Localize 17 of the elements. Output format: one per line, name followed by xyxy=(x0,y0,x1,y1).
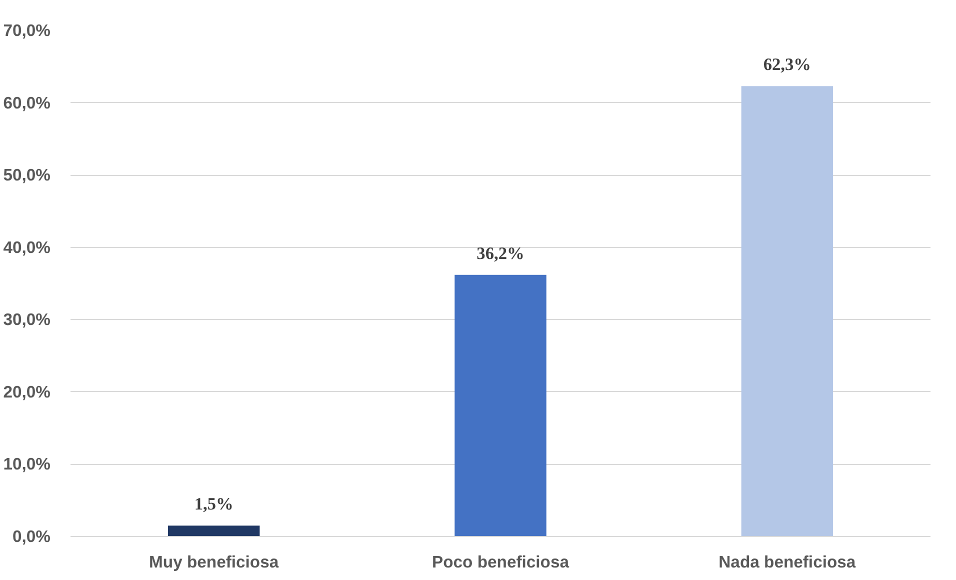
data-label: 36,2% xyxy=(476,244,524,263)
bar xyxy=(454,274,546,536)
x-tick-label: Poco beneficiosa xyxy=(432,552,570,572)
x-tick-label: Nada beneficiosa xyxy=(718,552,856,572)
data-label: 1,5% xyxy=(194,494,234,514)
y-tick-label: 0,0% xyxy=(12,527,51,546)
y-tick-label: 20,0% xyxy=(3,382,51,402)
y-tick-label: 50,0% xyxy=(3,166,51,185)
y-tick-label: 30,0% xyxy=(3,310,51,330)
bar xyxy=(741,86,834,536)
y-tick-label: 70,0% xyxy=(3,21,51,40)
data-label: 62,3% xyxy=(763,55,811,74)
y-tick-label: 40,0% xyxy=(3,238,51,257)
x-tick-label: Muy beneficiosa xyxy=(149,552,280,572)
bar xyxy=(168,526,260,536)
y-tick-label: 60,0% xyxy=(3,93,51,112)
y-tick-label: 10,0% xyxy=(3,454,51,474)
